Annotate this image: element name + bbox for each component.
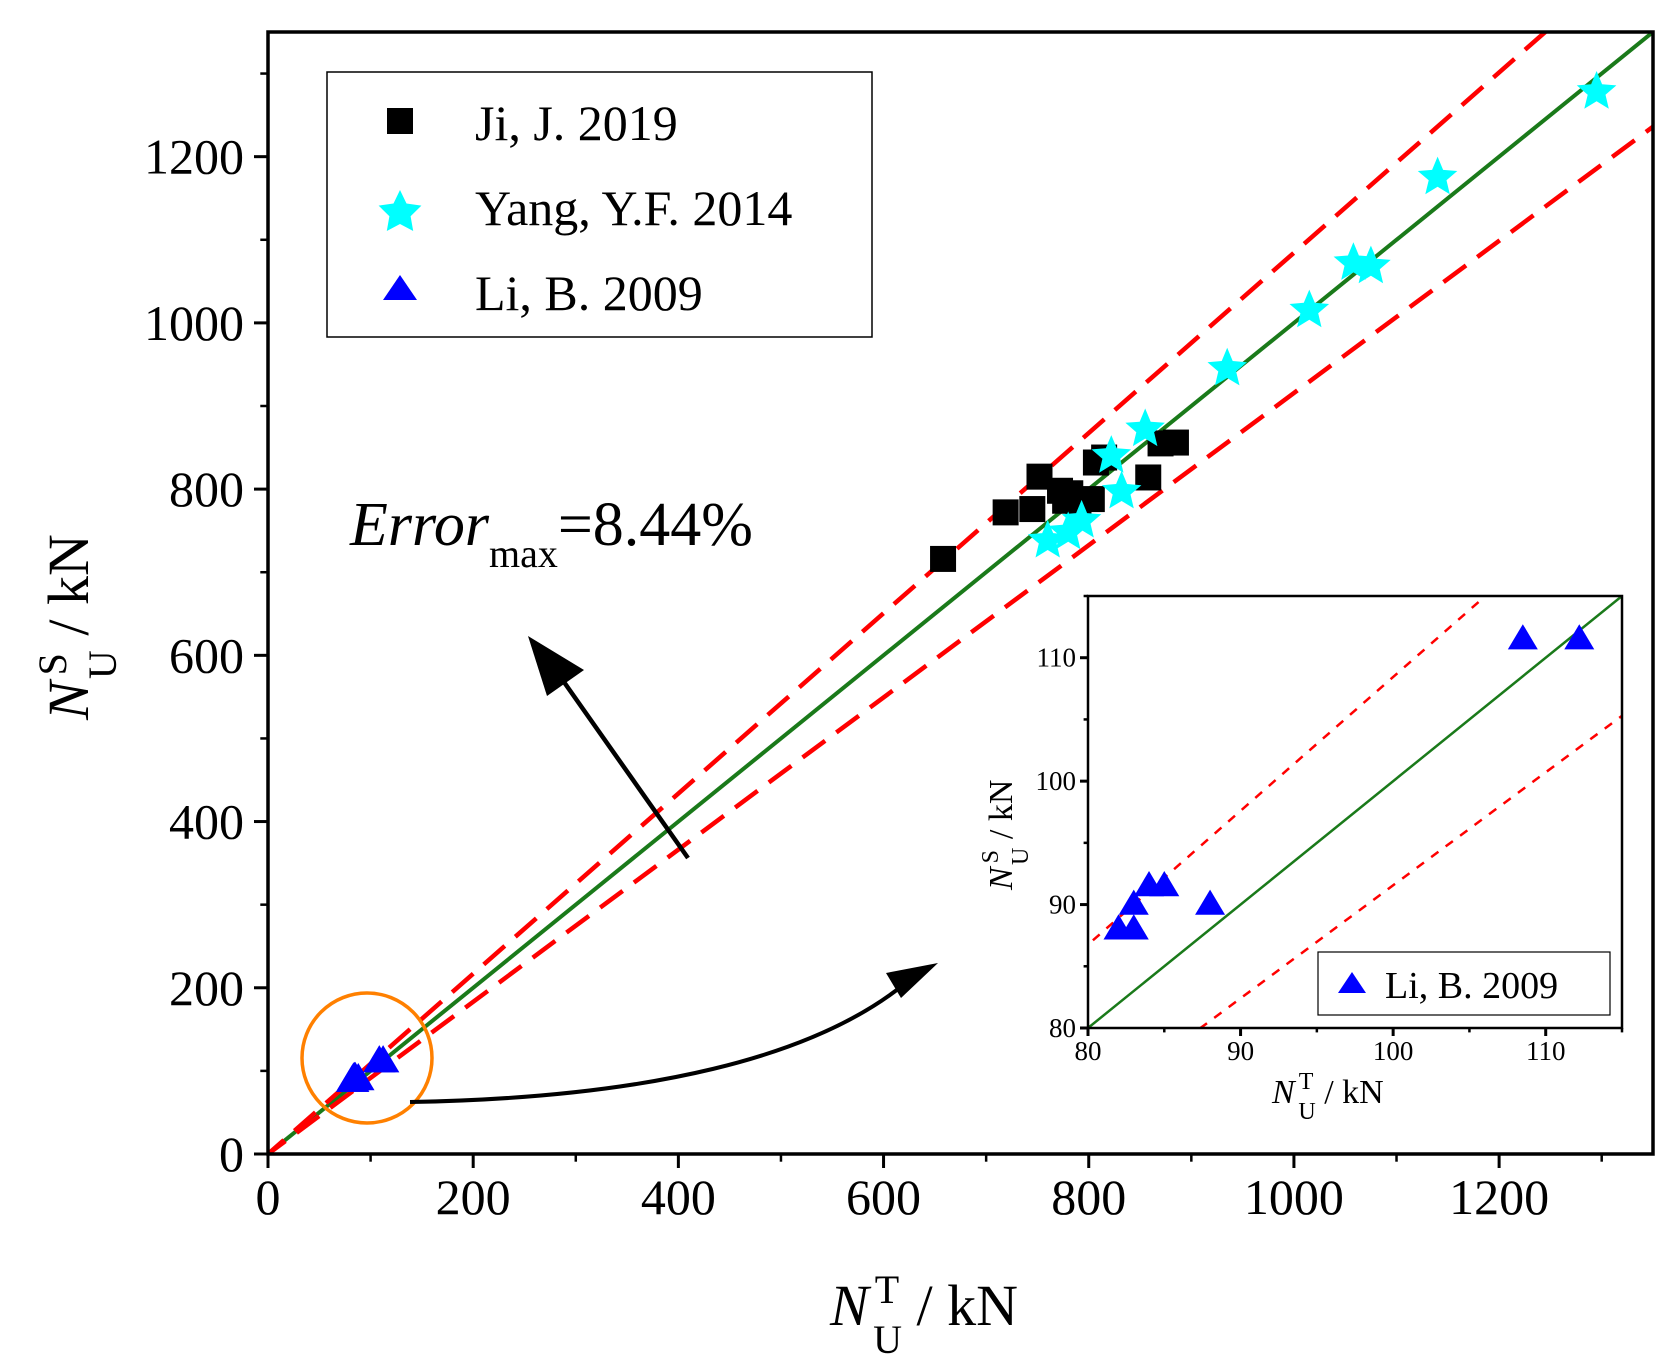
inset-data-points bbox=[1103, 624, 1595, 940]
point-s1-6 bbox=[1207, 347, 1247, 386]
inset-point-s0-7 bbox=[1564, 624, 1595, 650]
legend-label-ji: Ji, J. 2019 bbox=[475, 95, 678, 151]
y-axis-title: NS U / kN bbox=[30, 534, 125, 721]
point-s1-10 bbox=[1417, 156, 1458, 195]
inset-y-tick-label: 110 bbox=[1037, 643, 1077, 673]
y-tick-label: 800 bbox=[169, 461, 244, 517]
legend-box bbox=[326, 71, 873, 338]
legend-marker-ji bbox=[387, 108, 413, 134]
inset-point-s0-2 bbox=[1118, 889, 1149, 915]
inset-frame bbox=[1086, 594, 1624, 1030]
point-s1-4 bbox=[1101, 470, 1142, 509]
y-tick-label: 600 bbox=[169, 627, 244, 683]
equality-line bbox=[268, 32, 1653, 1154]
legend-label-yang: Yang, Y.F. 2014 bbox=[475, 180, 792, 236]
inset-point-s0-4 bbox=[1149, 871, 1180, 897]
error-annotation: Errormax=8.44% bbox=[349, 491, 753, 576]
zoom-connector-arrow bbox=[409, 973, 917, 1104]
inset-legend: Li, B. 2009 bbox=[1317, 951, 1611, 1016]
inset-y-tick-label: 100 bbox=[1036, 766, 1077, 796]
y-tick-label: 200 bbox=[169, 960, 244, 1016]
inset-point-s0-5 bbox=[1195, 889, 1226, 915]
point-s1-7 bbox=[1289, 289, 1330, 328]
legend: Ji, J. 2019 Yang, Y.F. 2014 Li, B. 2009 bbox=[326, 71, 873, 338]
point-s2-7 bbox=[366, 1045, 400, 1073]
inset-point-s0-6 bbox=[1507, 624, 1538, 650]
point-s0-1 bbox=[992, 499, 1019, 526]
point-s1-11 bbox=[1576, 71, 1617, 109]
point-s1-3 bbox=[1091, 435, 1132, 473]
error-bound-line-2 bbox=[268, 123, 1653, 1154]
x-tick-label: 600 bbox=[846, 1169, 921, 1225]
y-tick-label: 0 bbox=[219, 1126, 244, 1182]
y-tick-label: 400 bbox=[169, 794, 244, 850]
data-points bbox=[335, 71, 1617, 1092]
inset-legend-marker bbox=[1338, 972, 1366, 993]
point-s0-0 bbox=[930, 545, 957, 572]
annotation-arrowhead bbox=[528, 636, 584, 696]
point-s1-2 bbox=[1061, 499, 1102, 538]
inset-point-s0-1 bbox=[1118, 914, 1149, 940]
inset-x-tick-label: 90 bbox=[1227, 1036, 1254, 1066]
point-s0-13 bbox=[1162, 429, 1189, 456]
inset-x-tick-label: 110 bbox=[1526, 1036, 1566, 1066]
legend-label-li: Li, B. 2009 bbox=[475, 265, 703, 321]
inset-x-tick-label: 80 bbox=[1075, 1036, 1102, 1066]
inset-y-axis-title: NS U / kN bbox=[978, 780, 1034, 891]
axis-ticks: 0 200 400 600 800 1000 1200 0 200 400 600 800 1000 12… bbox=[144, 72, 1603, 1225]
plot-frame bbox=[266, 30, 1655, 1156]
point-s1-5 bbox=[1125, 408, 1165, 447]
x-tick-label: 1000 bbox=[1244, 1169, 1344, 1225]
legend-marker-li bbox=[383, 275, 417, 300]
x-tick-label: 200 bbox=[436, 1169, 511, 1225]
x-tick-label: 0 bbox=[256, 1169, 281, 1225]
inset-axis-ticks: 80 90 100 110 80 90 100 110 bbox=[1036, 594, 1624, 1066]
point-s1-1 bbox=[1048, 511, 1088, 550]
inset-equality-line bbox=[1088, 596, 1622, 1028]
y-tick-label: 1200 bbox=[144, 129, 244, 185]
point-s1-9 bbox=[1351, 245, 1391, 284]
point-s0-2 bbox=[1019, 496, 1046, 523]
x-tick-label: 1200 bbox=[1449, 1169, 1549, 1225]
zoom-connector-arrowhead bbox=[886, 963, 938, 998]
x-tick-label: 800 bbox=[1051, 1169, 1126, 1225]
x-tick-label: 400 bbox=[641, 1169, 716, 1225]
reference-lines bbox=[268, 32, 1653, 1154]
legend-marker-yang bbox=[378, 190, 422, 231]
inset-x-tick-label: 100 bbox=[1373, 1036, 1414, 1066]
inset-y-tick-label: 90 bbox=[1049, 890, 1076, 920]
error-bound-line-1 bbox=[268, 32, 1549, 1154]
point-s2-5 bbox=[342, 1062, 375, 1091]
inset-legend-box bbox=[1317, 951, 1611, 1016]
inset-y-tick-label: 80 bbox=[1049, 1013, 1076, 1043]
y-tick-label: 1000 bbox=[144, 295, 244, 351]
inset-legend-label: Li, B. 2009 bbox=[1385, 965, 1558, 1007]
zoom-circle bbox=[300, 991, 434, 1125]
